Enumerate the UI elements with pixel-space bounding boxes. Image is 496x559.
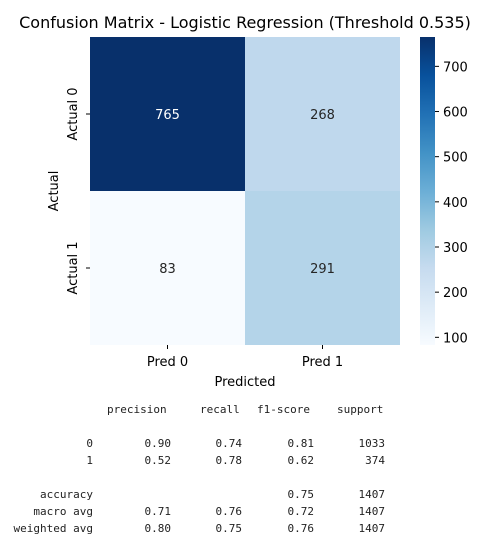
- colorbar-tick-label: 700: [443, 60, 468, 75]
- y-tick-label: Actual 1: [66, 241, 81, 294]
- report-cell-recall: 0.75: [215, 522, 243, 535]
- report-cell-f1: 0.76: [287, 522, 315, 535]
- report-cell-recall: 0.76: [215, 505, 243, 518]
- x-tick-label: Pred 1: [302, 355, 343, 370]
- report-cell-support: 1407: [358, 505, 386, 518]
- y-tick-label: Actual 0: [66, 87, 81, 140]
- cell-value-label: 291: [310, 262, 335, 277]
- y-axis-label: Actual: [47, 171, 62, 212]
- report-cell-precision: 0.71: [144, 505, 172, 518]
- report-header-f1: f1-score: [257, 403, 310, 416]
- colorbar-tick-label: 500: [443, 151, 468, 166]
- colorbar-tick-label: 300: [443, 241, 468, 256]
- colorbar-tick-label: 400: [443, 196, 468, 211]
- report-cell-support: 1407: [358, 488, 386, 501]
- report-row-label: 1: [86, 454, 93, 467]
- report-cell-recall: 0.74: [215, 437, 243, 450]
- cell-value-label: 83: [159, 262, 176, 277]
- report-cell-support: 374: [365, 454, 385, 467]
- report-cell-f1: 0.62: [287, 454, 315, 467]
- report-row-label: 0: [86, 437, 93, 450]
- x-axis-label: Predicted: [214, 375, 275, 390]
- confusion-matrix-chart: Confusion Matrix - Logistic Regression (…: [19, 13, 471, 390]
- report-cell-precision: 0.90: [144, 437, 172, 450]
- heatmap-cell-r0-c0: [90, 37, 245, 191]
- colorbar: 100 200 300 400 500 600 700: [420, 37, 468, 346]
- report-cell-f1: 0.72: [287, 505, 315, 518]
- heatmap-cell-r1-c0: [90, 191, 245, 345]
- report-header-precision: precision: [107, 403, 167, 416]
- report-cell-precision: 0.52: [144, 454, 172, 467]
- report-cell-support: 1407: [358, 522, 386, 535]
- report-row-label: weighted avg: [13, 522, 93, 535]
- report-header-recall: recall: [200, 403, 240, 416]
- cell-value-label: 268: [310, 108, 335, 123]
- report-header-support: support: [337, 403, 384, 416]
- report-cell-f1: 0.81: [287, 437, 315, 450]
- heatmap-cell-r0-c1: [245, 37, 400, 191]
- colorbar-tick-label: 200: [443, 286, 468, 301]
- chart-title: Confusion Matrix - Logistic Regression (…: [19, 13, 471, 32]
- classification-report: precision recall f1-score support 0 0.90 0…: [0, 400, 496, 550]
- cell-value-label: 765: [155, 108, 180, 123]
- report-row-label: accuracy: [40, 488, 93, 501]
- report-row-label: macro avg: [33, 505, 93, 518]
- x-tick-label: Pred 0: [147, 355, 188, 370]
- colorbar-tick-label: 100: [443, 331, 468, 346]
- report-cell-support: 1033: [358, 437, 386, 450]
- report-cell-precision: 0.80: [144, 522, 172, 535]
- colorbar-gradient: [420, 37, 435, 345]
- heatmap-cell-r1-c1: [245, 191, 400, 345]
- report-cell-recall: 0.78: [215, 454, 243, 467]
- report-cell-f1: 0.75: [287, 488, 315, 501]
- colorbar-tick-label: 600: [443, 106, 468, 121]
